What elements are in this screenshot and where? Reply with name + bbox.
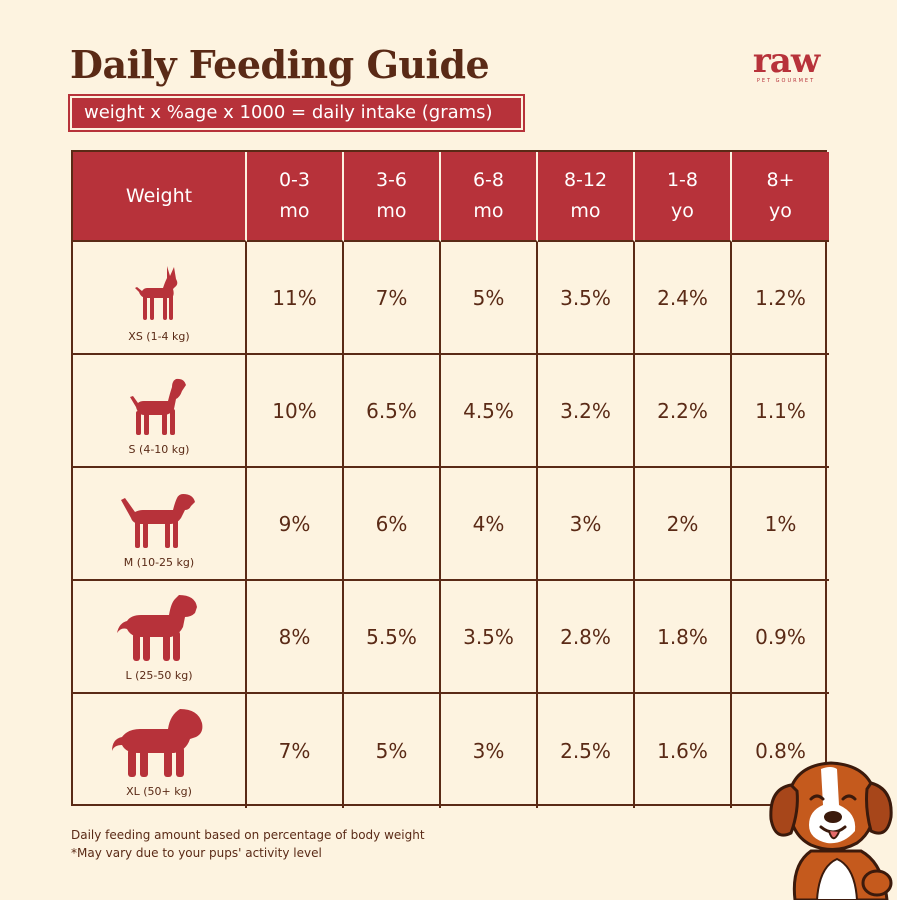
terrier-icon (130, 378, 186, 435)
value-cell: 7% (344, 242, 441, 355)
header-weight: Weight (73, 152, 247, 242)
header-age-4: 1-8 yo (635, 152, 732, 242)
pointer-dog-icon (121, 494, 195, 548)
header-age-top: 8-12 (563, 169, 608, 191)
value-cell: 5% (344, 694, 441, 808)
header-age-unit: mo (376, 200, 407, 222)
value-cell: 1.8% (635, 581, 732, 694)
value-cell: 5.5% (344, 581, 441, 694)
header-age-3: 8-12 mo (538, 152, 635, 242)
weight-label: M (10-25 kg) (123, 556, 195, 569)
header-age-unit: yo (671, 200, 694, 222)
value-cell: 1% (732, 468, 829, 581)
retriever-icon (117, 595, 197, 661)
weight-label: S (4-10 kg) (128, 443, 190, 456)
header-age-5: 8+ yo (732, 152, 829, 242)
formula-banner: weight x %age x 1000 = daily intake (gra… (68, 94, 525, 132)
value-cell: 5% (441, 242, 538, 355)
value-cell: 9% (247, 468, 344, 581)
value-cell: 3% (538, 468, 635, 581)
header-age-top: 0-3 (278, 169, 311, 191)
value-cell: 3.5% (538, 242, 635, 355)
header-age-2: 6-8 mo (441, 152, 538, 242)
weight-label: XL (50+ kg) (126, 785, 192, 798)
value-cell: 7% (247, 694, 344, 808)
value-cell: 2.5% (538, 694, 635, 808)
weight-cell-l: L (25-50 kg) (73, 581, 247, 694)
value-cell: 0.8% (755, 739, 806, 763)
header-age-0: 0-3 mo (247, 152, 344, 242)
feeding-table: Weight 0-3 mo 3-6 mo 6-8 mo 8-12 mo 1-8 yo 8+… (71, 150, 829, 808)
value-cell: 11% (247, 242, 344, 355)
value-cell: 1.1% (732, 355, 829, 468)
logo-word: raw (752, 41, 820, 81)
value-cell: 2.2% (635, 355, 732, 468)
header-age-top: 8+ (766, 169, 795, 191)
footnote-line-2: *May vary due to your pups' activity lev… (71, 846, 322, 860)
page-title: Daily Feeding Guide (70, 42, 490, 87)
value-cell: 1.6% (635, 694, 732, 808)
brand-logo: raw PET GOURMET (740, 41, 832, 84)
header-age-1: 3-6 mo (344, 152, 441, 242)
value-cell: 6% (344, 468, 441, 581)
logo-subtitle: PET GOURMET (756, 78, 816, 84)
value-cell: 6.5% (344, 355, 441, 468)
value-cell: 2.4% (635, 242, 732, 355)
weight-label: XS (1-4 kg) (128, 330, 190, 343)
value-cell: 2.8% (538, 581, 635, 694)
value-cell: 3.2% (538, 355, 635, 468)
value-cell: 3.5% (441, 581, 538, 694)
weight-cell-s: S (4-10 kg) (73, 355, 247, 468)
weight-cell-m: M (10-25 kg) (73, 468, 247, 581)
header-age-top: 1-8 (666, 169, 699, 191)
footnote-line-1: Daily feeding amount based on percentage… (71, 828, 425, 842)
value-cell: 4.5% (441, 355, 538, 468)
header-age-unit: mo (473, 200, 504, 222)
header-age-unit: mo (570, 200, 601, 222)
value-cell: 10% (247, 355, 344, 468)
value-cell: 2% (635, 468, 732, 581)
beagle-illustration (769, 761, 893, 900)
value-cell: 0.9% (732, 581, 829, 694)
saint-bernard-icon (112, 709, 203, 777)
weight-cell-xs: XS (1-4 kg) (73, 242, 247, 355)
footnote: Daily feeding amount based on percentage… (71, 826, 425, 862)
weight-label: L (25-50 kg) (125, 669, 193, 682)
value-cell: 8% (247, 581, 344, 694)
value-cell: 1.2% (732, 242, 829, 355)
header-age-unit: mo (279, 200, 310, 222)
header-age-unit: yo (769, 200, 792, 222)
value-cell: 3% (441, 694, 538, 808)
weight-cell-xl: XL (50+ kg) (73, 694, 247, 808)
value-cell: 4% (441, 468, 538, 581)
chihuahua-icon (135, 266, 178, 320)
header-age-top: 6-8 (472, 169, 505, 191)
header-age-top: 3-6 (375, 169, 408, 191)
